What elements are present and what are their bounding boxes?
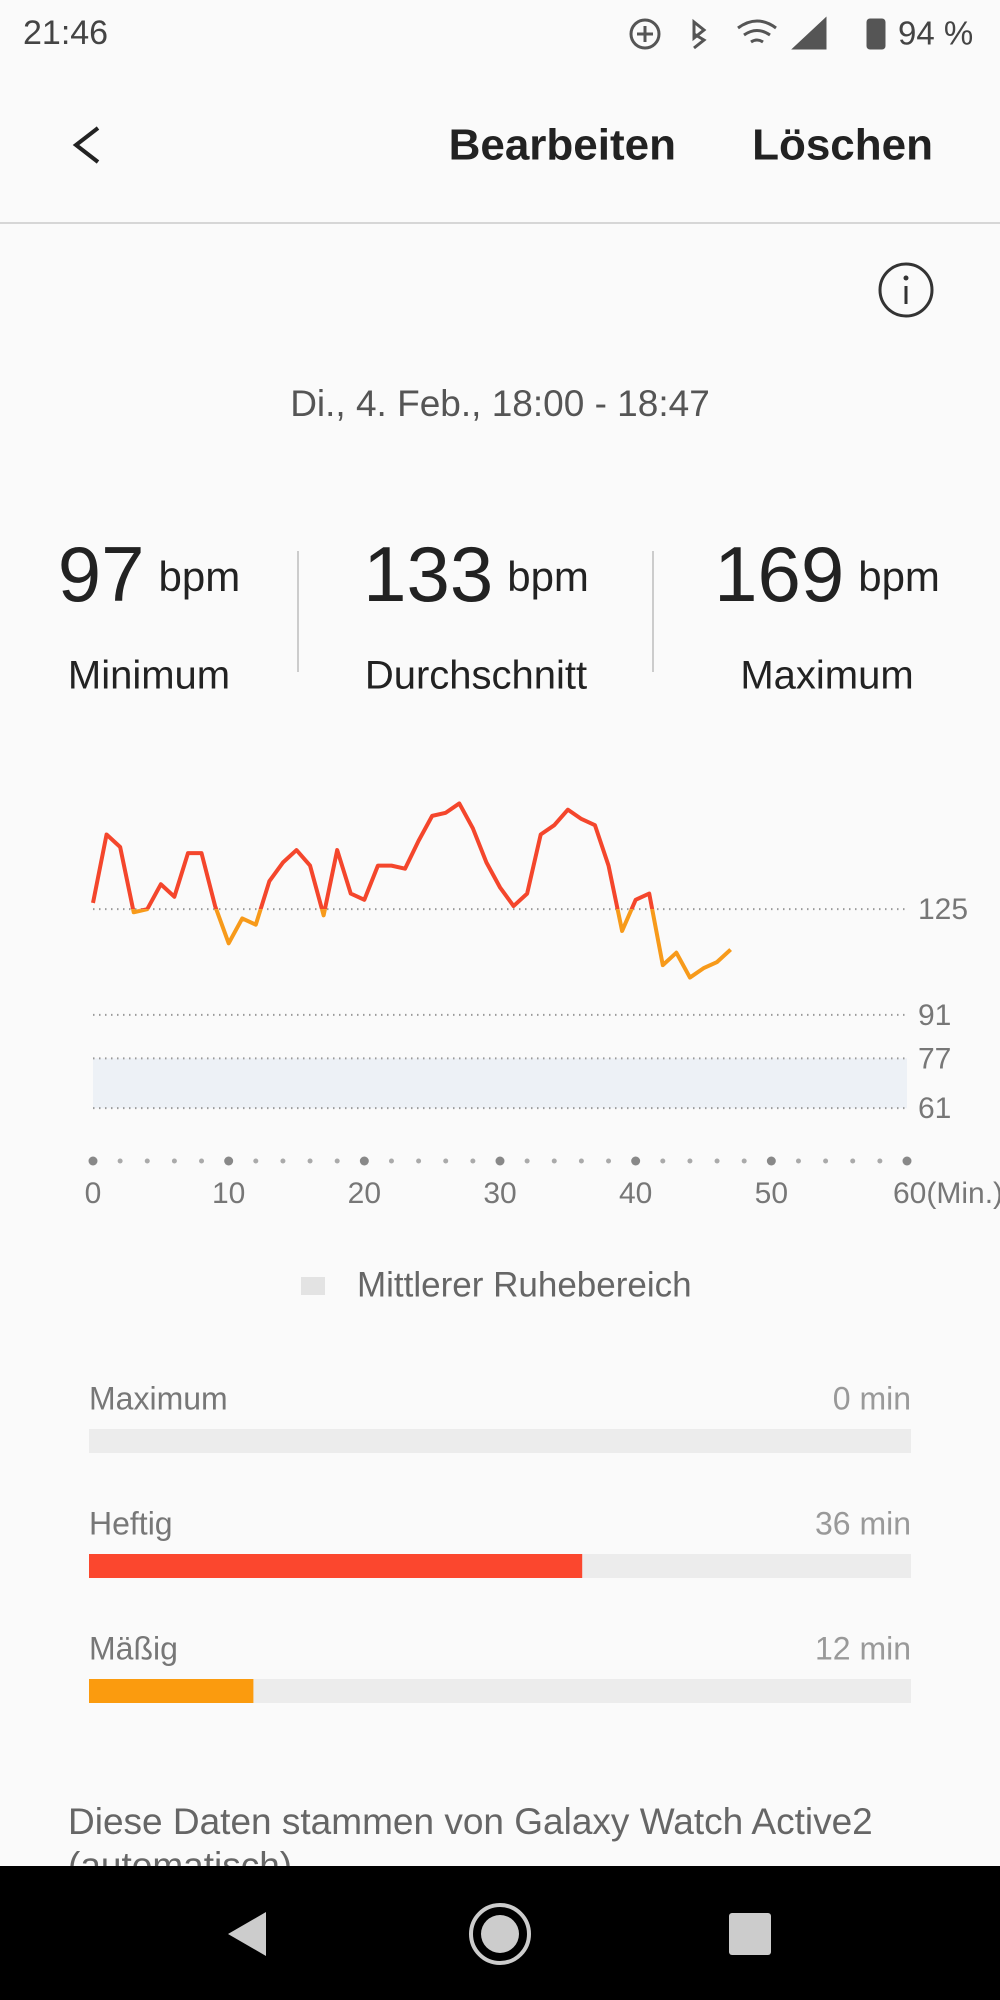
nav-home[interactable]: [469, 1903, 531, 1965]
x-tick: [902, 1156, 912, 1166]
zone-duration: 12 min: [815, 1630, 911, 1666]
axis-dot: [551, 1158, 557, 1164]
axis-dot: [470, 1158, 476, 1164]
source-note: Diese Daten stammen von Galaxy Watch Act…: [68, 1801, 873, 1866]
stat-value: 133: [363, 530, 493, 618]
axis-dot: [388, 1158, 394, 1164]
edit-button[interactable]: Bearbeiten: [449, 121, 676, 170]
zone-duration: 36 min: [815, 1505, 911, 1541]
back-button[interactable]: [72, 126, 100, 164]
info-button[interactable]: [878, 262, 934, 318]
x-tick-label: 50: [755, 1177, 788, 1210]
x-tick: [224, 1156, 234, 1166]
axis-dot: [307, 1158, 313, 1164]
x-tick: [88, 1156, 98, 1166]
zone-name: Maximum: [89, 1380, 228, 1416]
stat-value-line: 97 bpm: [58, 530, 240, 618]
battery-level: 94 %: [898, 15, 973, 52]
axis-dot: [578, 1158, 584, 1164]
stat-label: Maximum: [740, 654, 913, 698]
axis-dot: [144, 1158, 150, 1164]
zone-bar: [89, 1554, 583, 1578]
legend-label: Mittlerer Ruhebereich: [357, 1265, 692, 1304]
heart-rate-line: [91, 801, 655, 910]
stat-value-line: 169 bpm: [714, 530, 940, 618]
stat-unit: bpm: [858, 553, 940, 600]
axis-dot: [606, 1158, 612, 1164]
legend-swatch: [301, 1277, 325, 1295]
stat-unit: bpm: [159, 553, 241, 600]
stat-value: 97: [58, 530, 145, 618]
y-tick-label: 61: [918, 1092, 951, 1125]
clock: 21:46: [23, 14, 108, 52]
axis-dot: [524, 1158, 530, 1164]
stat-label: Minimum: [68, 654, 230, 698]
nav-recents[interactable]: [729, 1913, 771, 1955]
x-tick-label: 0: [85, 1177, 102, 1210]
x-tick-label: 10: [212, 1177, 245, 1210]
stat-unit: bpm: [507, 553, 589, 600]
zone-duration: 0 min: [833, 1380, 911, 1416]
x-tick-label: 60(Min.): [893, 1177, 1000, 1210]
stat: 97 bpm Minimum: [58, 530, 240, 698]
x-tick: [766, 1156, 776, 1166]
y-tick-label: 77: [918, 1042, 951, 1075]
axis-dot: [877, 1158, 883, 1164]
y-tick-label: 125: [918, 893, 968, 926]
axis-dot: [660, 1158, 666, 1164]
stat: 133 bpm Durchschnitt: [363, 530, 589, 698]
x-tick: [631, 1156, 641, 1166]
x-tick: [495, 1156, 505, 1166]
axis-dot: [687, 1158, 693, 1164]
axis-dot: [280, 1158, 286, 1164]
x-tick-label: 20: [348, 1177, 381, 1210]
axis-dot: [741, 1158, 747, 1164]
axis-dot: [334, 1158, 340, 1164]
axis-dot: [117, 1158, 123, 1164]
date-range: Di., 4. Feb., 18:00 - 18:47: [290, 383, 710, 424]
x-tick-label: 30: [483, 1177, 516, 1210]
stat-value: 169: [714, 530, 844, 618]
axis-dot: [253, 1158, 259, 1164]
zone-track: [89, 1429, 911, 1453]
axis-dot: [416, 1158, 422, 1164]
axis-dot: [850, 1158, 856, 1164]
stat: 169 bpm Maximum: [714, 530, 940, 698]
stat-label: Durchschnitt: [365, 654, 587, 698]
delete-button[interactable]: Löschen: [752, 121, 933, 170]
resting-band: [93, 1058, 907, 1109]
zone-bar: [89, 1679, 254, 1703]
axis-dot: [171, 1158, 177, 1164]
y-tick-label: 91: [918, 999, 951, 1032]
axis-dot: [714, 1158, 720, 1164]
heart-rate-line: [131, 909, 732, 980]
axis-dot: [823, 1158, 829, 1164]
x-tick: [359, 1156, 369, 1166]
axis-dot: [795, 1158, 801, 1164]
axis-dot: [443, 1158, 449, 1164]
x-tick-label: 40: [619, 1177, 652, 1210]
axis-dot: [199, 1158, 205, 1164]
stat-value-line: 133 bpm: [363, 530, 589, 618]
zone-name: Heftig: [89, 1505, 173, 1541]
status-icons: [629, 16, 886, 50]
nav-back[interactable]: [228, 1912, 266, 1956]
zone-name: Mäßig: [89, 1630, 178, 1666]
